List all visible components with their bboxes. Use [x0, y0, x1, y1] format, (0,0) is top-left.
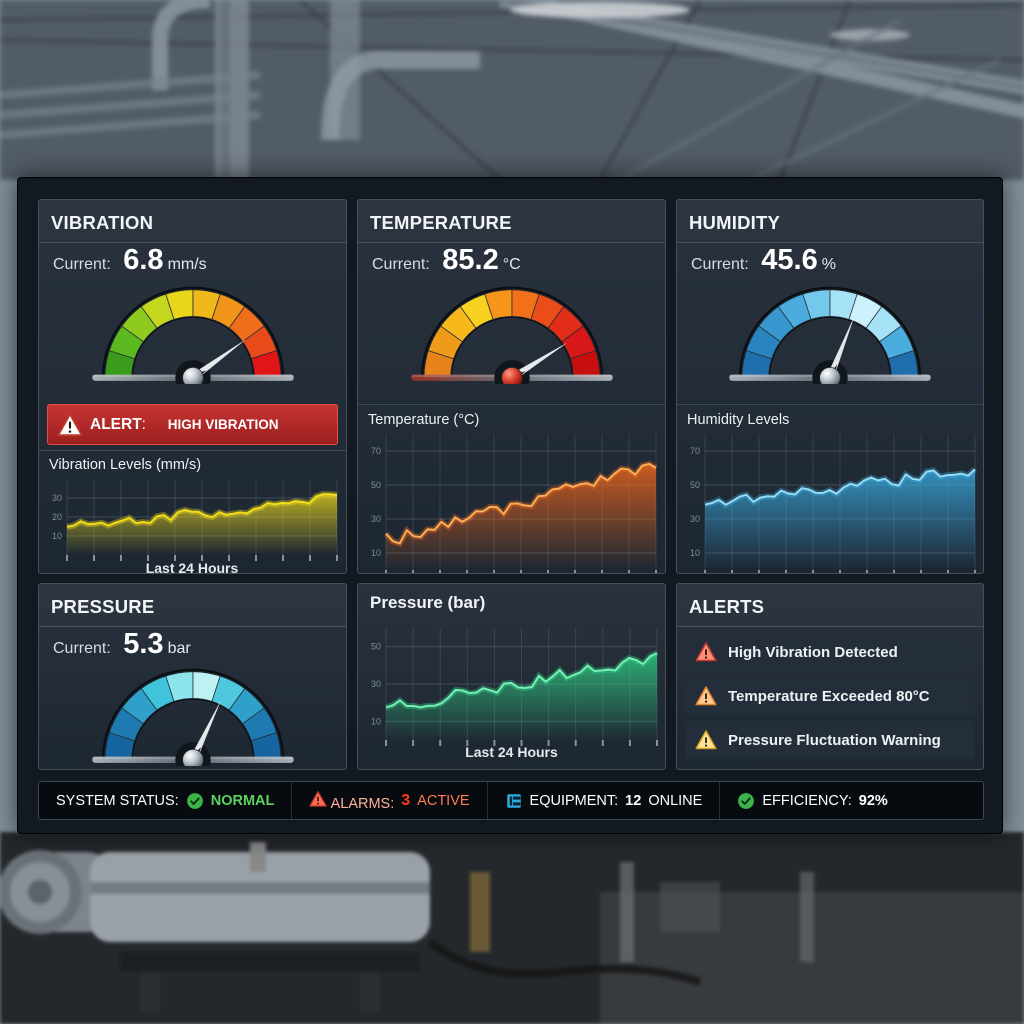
svg-text:70: 70: [690, 446, 700, 456]
svg-text:50: 50: [690, 480, 700, 490]
svg-text:10: 10: [371, 548, 381, 558]
svg-text:30: 30: [371, 514, 381, 524]
svg-text:10: 10: [52, 531, 62, 541]
svg-text:30: 30: [690, 514, 700, 524]
svg-text:10: 10: [690, 548, 700, 558]
svg-text:50: 50: [371, 480, 381, 490]
svg-text:30: 30: [52, 493, 62, 503]
svg-text:10: 10: [371, 716, 381, 726]
svg-text:20: 20: [52, 512, 62, 522]
svg-text:70: 70: [371, 446, 381, 456]
svg-text:50: 50: [371, 642, 381, 652]
svg-text:30: 30: [371, 679, 381, 689]
